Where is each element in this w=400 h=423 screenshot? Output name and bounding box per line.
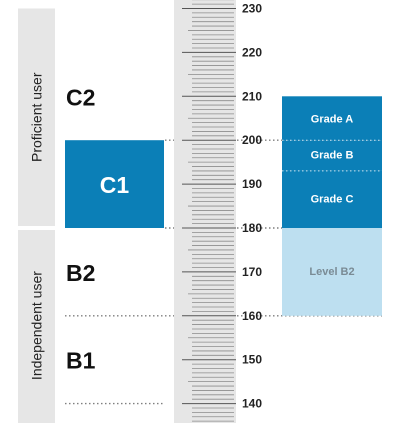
grade-box: [282, 140, 382, 171]
scale-tick-label: 160: [242, 309, 262, 323]
scale-tick-label: 190: [242, 177, 262, 191]
group-band-1: [18, 230, 55, 422]
grade-label: Grade B: [311, 150, 354, 162]
group-band-0: [18, 8, 55, 226]
group-band-tail: [18, 404, 55, 423]
c1-box: [65, 140, 164, 228]
grade-box: [282, 228, 382, 316]
scale-tick-label: 220: [242, 45, 262, 59]
scale-tick-label: 230: [242, 2, 262, 16]
cefr-level-label: B2: [66, 260, 95, 286]
grade-label: Level B2: [309, 266, 354, 278]
cefr-level-label: C1: [100, 172, 130, 198]
grade-label: Grade A: [311, 113, 353, 125]
scale-tick-label: 170: [242, 265, 262, 279]
grade-box: [282, 96, 382, 141]
cefr-level-label: B1: [66, 348, 96, 374]
group-label: Independent user: [29, 271, 45, 380]
cefr-level-label: C2: [66, 84, 95, 110]
scale-tick-label: 150: [242, 353, 262, 367]
group-label: Proficient user: [29, 72, 45, 162]
ruler: [174, 0, 236, 423]
grade-box: [282, 170, 382, 228]
scale-tick-label: 140: [242, 397, 262, 411]
scale-tick-label: 200: [242, 133, 262, 147]
grade-label: Grade C: [311, 193, 354, 205]
scale-tick-label: 210: [242, 89, 262, 103]
scale-tick-label: 180: [242, 221, 262, 235]
